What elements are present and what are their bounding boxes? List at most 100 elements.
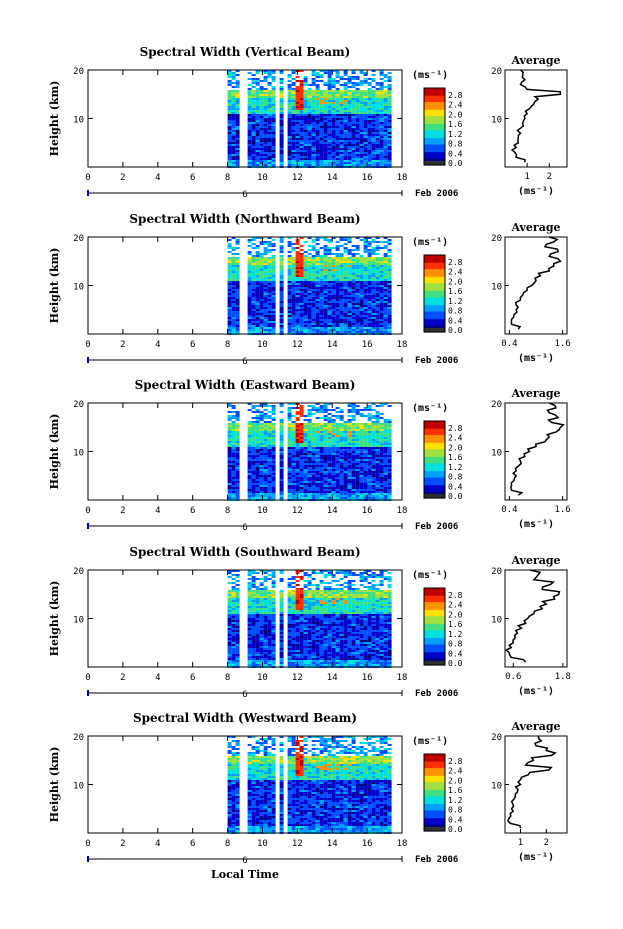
heatmap-cell — [375, 465, 380, 467]
heatmap-cell — [251, 489, 256, 491]
heatmap-cell — [383, 291, 388, 293]
heatmap-cell — [259, 98, 264, 100]
heatmap-cell — [319, 433, 324, 435]
heatmap-cell — [307, 273, 312, 275]
heatmap-cell — [255, 259, 260, 261]
heatmap-cell — [255, 315, 260, 317]
heatmap-cell — [307, 431, 312, 433]
heatmap-cell — [271, 431, 276, 433]
heatmap-cell — [227, 293, 232, 295]
heatmap-cell — [347, 277, 352, 279]
heatmap-cell — [307, 261, 312, 263]
heatmap-cell — [327, 307, 332, 309]
heatmap-cell — [343, 267, 348, 269]
heatmap-cell — [295, 451, 300, 453]
heatmap-cell — [339, 144, 344, 146]
heatmap-cell — [363, 144, 368, 146]
heatmap-cell — [355, 449, 360, 451]
colorbar-tick-label: 2.8 — [448, 91, 463, 100]
heatmap-cell — [379, 331, 384, 333]
heatmap-cell — [311, 265, 316, 267]
heatmap-cell — [359, 477, 364, 479]
heatmap-cell — [359, 461, 364, 463]
heatmap-cell — [259, 90, 264, 92]
heatmap-cell — [251, 287, 256, 289]
heatmap-cell — [371, 116, 376, 118]
heatmap-cell — [303, 317, 308, 319]
heatmap-cell — [363, 132, 368, 134]
heatmap-cell — [231, 275, 236, 277]
heatmap-cell — [291, 126, 296, 128]
heatmap-cell — [367, 445, 372, 447]
heatmap-cell — [267, 405, 272, 407]
heatmap-cell — [351, 255, 356, 257]
heatmap-cell — [371, 437, 376, 439]
heatmap-cell — [291, 443, 296, 445]
heatmap-cell — [279, 303, 284, 305]
heatmap-cell — [367, 267, 372, 269]
heatmap-cell — [367, 237, 372, 239]
heatmap-cell — [379, 92, 384, 94]
heatmap-cell — [251, 132, 256, 134]
heatmap-cell — [271, 295, 276, 297]
colorbar-band — [424, 270, 445, 273]
heatmap-cell — [319, 303, 324, 305]
heatmap-cell — [387, 152, 392, 154]
heatmap-cell — [375, 323, 380, 325]
heatmap-cell — [363, 447, 368, 449]
heatmap-cell — [287, 489, 292, 491]
heatmap-cell — [351, 283, 356, 285]
heatmap-cell — [335, 138, 340, 140]
heatmap-cell — [319, 461, 324, 463]
heatmap-cell — [259, 313, 264, 315]
heatmap-cell — [379, 277, 384, 279]
heatmap-cell — [351, 423, 356, 425]
heatmap-cell — [267, 439, 272, 441]
heatmap-cell — [383, 116, 388, 118]
heatmap-cell — [383, 305, 388, 307]
heatmap-cell — [315, 136, 320, 138]
heatmap-cell — [335, 120, 340, 122]
heatmap-cell — [279, 447, 284, 449]
heatmap-cell — [323, 273, 328, 275]
heatmap-cell — [271, 146, 276, 148]
heatmap-cell — [303, 293, 308, 295]
heatmap-cell — [327, 156, 332, 158]
heatmap-cell — [335, 295, 340, 297]
heatmap-cell — [355, 138, 360, 140]
heatmap-cell — [347, 471, 352, 473]
heatmap-cell — [371, 261, 376, 263]
heatmap-cell — [263, 148, 268, 150]
colorbar-tick-label: 2.0 — [448, 110, 463, 119]
heatmap-cell — [303, 114, 308, 116]
heatmap-cell — [235, 487, 240, 489]
heatmap-cell — [367, 415, 372, 417]
heatmap-cell — [299, 489, 304, 491]
x-tick-label: 8 — [225, 173, 230, 183]
heatmap-cell — [307, 291, 312, 293]
heatmap-cell — [319, 152, 324, 154]
heatmap-cell — [367, 154, 372, 156]
heatmap-cell — [255, 158, 260, 160]
heatmap-cell — [287, 419, 292, 421]
heatmap-cell — [227, 96, 232, 98]
heatmap-cell — [263, 465, 268, 467]
heatmap-cell — [371, 329, 376, 331]
heatmap-cell — [351, 140, 356, 142]
heatmap-cell — [335, 471, 340, 473]
heatmap-cell — [367, 134, 372, 136]
heatmap-cell — [351, 144, 356, 146]
heatmap-cell — [323, 435, 328, 437]
heatmap-cell — [315, 291, 320, 293]
heatmap-cell — [315, 255, 320, 257]
heatmap-cell — [263, 80, 268, 82]
heatmap-cell — [359, 261, 364, 263]
heatmap-cell — [323, 437, 328, 439]
heatmap-cell — [387, 94, 392, 96]
heatmap-cell — [355, 130, 360, 132]
heatmap-cell — [347, 148, 352, 150]
heatmap-cell — [311, 323, 316, 325]
heatmap-cell — [307, 321, 312, 323]
heatmap-cell — [247, 467, 252, 469]
heatmap-cell — [367, 479, 372, 481]
